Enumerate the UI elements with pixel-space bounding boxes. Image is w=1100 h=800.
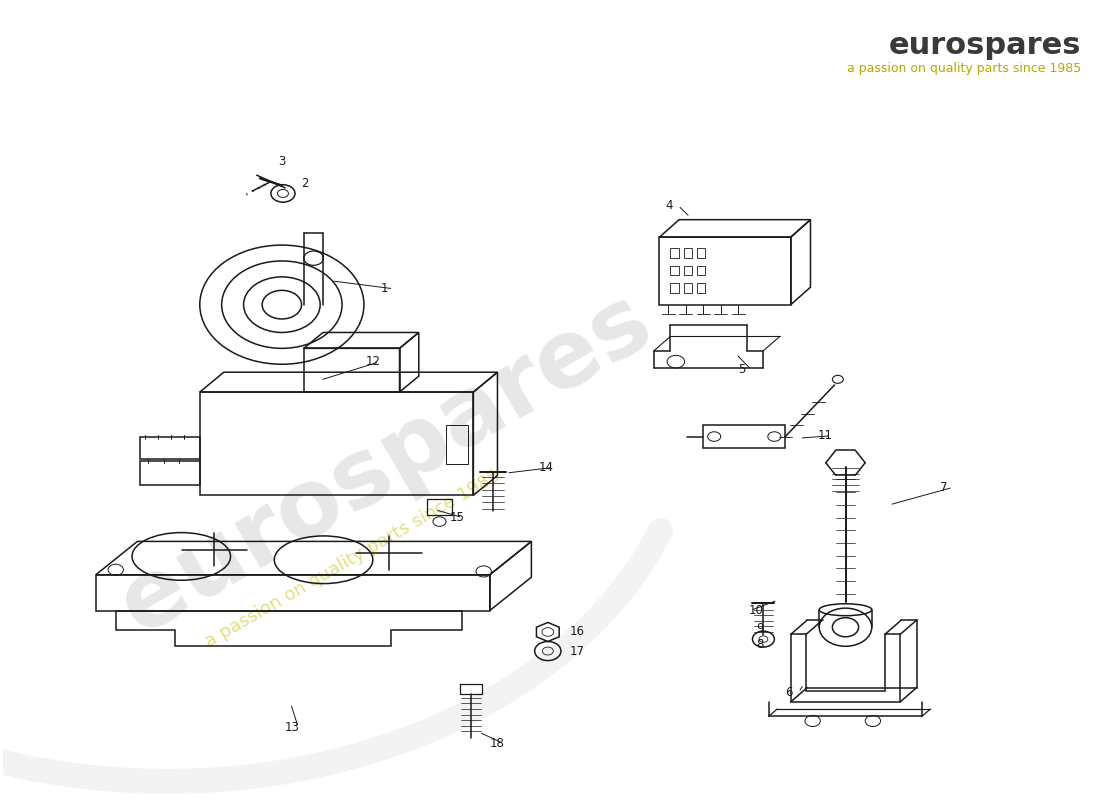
Text: 9: 9 [756,622,763,635]
Bar [683,283,692,293]
Text: 6: 6 [785,686,793,699]
Bar [428,499,451,515]
Text: 12: 12 [366,355,381,368]
Text: 14: 14 [539,461,554,474]
Bar [696,266,705,275]
Text: 2: 2 [301,178,309,190]
Text: 13: 13 [285,721,300,734]
Bar [696,248,705,258]
Bar [446,425,468,464]
Text: a passion on quality parts since 1985: a passion on quality parts since 1985 [847,62,1081,75]
Bar [670,248,679,258]
Text: 4: 4 [664,199,672,212]
Bar [683,248,692,258]
Bar [304,348,399,392]
Text: eurospares: eurospares [104,274,668,653]
Text: 11: 11 [818,430,833,442]
Text: 3: 3 [278,155,286,168]
Bar [683,266,692,275]
Bar [659,237,791,305]
Bar [703,426,785,448]
Bar [140,461,200,485]
Text: 15: 15 [449,511,464,524]
Text: 8: 8 [756,638,763,651]
Text: 18: 18 [490,737,505,750]
Text: 1: 1 [381,282,388,295]
Text: 17: 17 [570,645,585,658]
Bar [670,283,679,293]
Text: 5: 5 [738,363,746,376]
Text: 16: 16 [570,626,585,638]
Bar [200,392,473,495]
Text: 10: 10 [748,604,763,617]
Text: eurospares: eurospares [889,30,1081,59]
Bar [140,437,200,458]
Text: 7: 7 [939,481,947,494]
Bar [96,574,490,610]
Text: a passion on quality parts since 1985: a passion on quality parts since 1985 [202,466,504,651]
Bar [670,266,679,275]
Bar [460,685,482,694]
Bar [696,283,705,293]
